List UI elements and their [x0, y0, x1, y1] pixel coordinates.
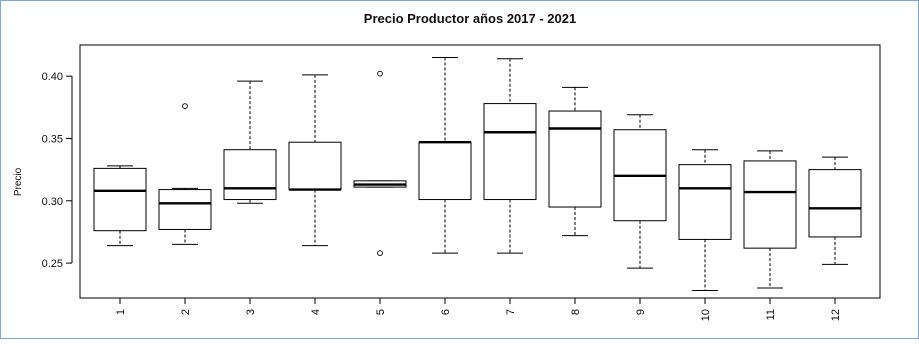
- box-7: [483, 58, 537, 254]
- box-2: [158, 103, 212, 245]
- y-axis: 0.25 0.30 0.35 0.40: [42, 71, 73, 270]
- x-tick-label: 8: [570, 309, 582, 315]
- x-tick-label: 6: [440, 309, 452, 315]
- box-11: [743, 150, 797, 289]
- iqr-box: [158, 189, 212, 230]
- y-tick-label: 0.40: [42, 71, 63, 83]
- boxes-group: [93, 56, 862, 292]
- y-axis-label: Precio: [13, 167, 24, 196]
- x-tick-label: 10: [700, 309, 712, 321]
- box-1: [93, 165, 147, 247]
- box-8: [548, 86, 602, 237]
- outlier-point: [182, 103, 188, 109]
- box-3: [223, 80, 277, 204]
- iqr-box: [223, 149, 277, 201]
- x-tick-label: 5: [375, 309, 387, 315]
- x-tick-label: 9: [635, 309, 647, 315]
- outlier-point: [377, 250, 383, 256]
- box-4: [288, 74, 342, 247]
- iqr-box: [743, 160, 797, 249]
- x-tick-label: 4: [310, 309, 322, 315]
- x-axis: 1 2 3 4 5 6 7 8 9 10 11 12: [115, 297, 842, 321]
- box-5: [353, 70, 407, 256]
- x-tick-label: 1: [115, 309, 127, 315]
- box-6: [418, 56, 472, 254]
- iqr-box: [808, 169, 862, 238]
- box-9: [613, 114, 667, 269]
- box-10: [678, 149, 732, 292]
- iqr-box: [418, 141, 472, 201]
- iqr-box: [678, 164, 732, 240]
- x-tick-label: 7: [505, 309, 517, 315]
- iqr-box: [288, 141, 342, 191]
- y-tick-label: 0.25: [42, 258, 63, 270]
- y-tick-label: 0.35: [42, 133, 63, 145]
- x-tick-label: 11: [765, 309, 777, 320]
- x-tick-label: 2: [180, 309, 192, 315]
- chart-title: Precio Productor años 2017 - 2021: [364, 11, 576, 26]
- box-12: [808, 156, 862, 265]
- iqr-box: [548, 110, 602, 208]
- outlier-point: [377, 70, 383, 77]
- iqr-box: [483, 103, 537, 201]
- x-tick-label: 3: [245, 309, 257, 315]
- y-tick-label: 0.30: [42, 196, 63, 208]
- iqr-box: [93, 167, 147, 232]
- x-tick-label: 12: [830, 309, 842, 321]
